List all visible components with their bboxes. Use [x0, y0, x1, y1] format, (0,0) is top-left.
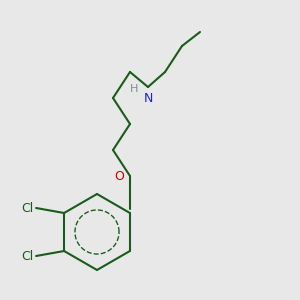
Text: Cl: Cl	[21, 202, 33, 214]
Text: N: N	[143, 92, 153, 105]
Text: H: H	[130, 84, 138, 94]
Text: Cl: Cl	[21, 250, 33, 262]
Text: O: O	[114, 169, 124, 182]
